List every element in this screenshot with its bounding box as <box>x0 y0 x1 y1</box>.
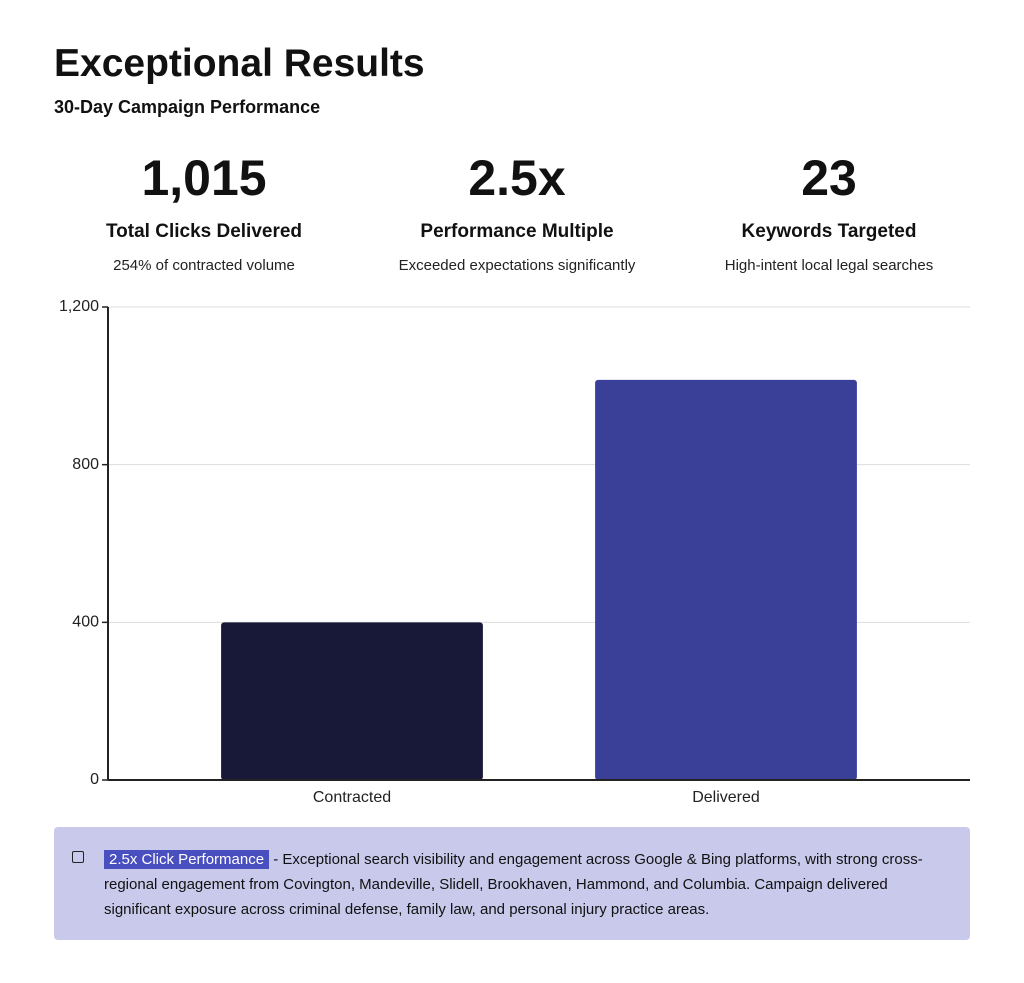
stat-label: Performance Multiple <box>420 221 614 242</box>
note-icon <box>72 851 84 863</box>
stat: 1,015 Total Clicks Delivered 254% of contr… <box>44 145 364 274</box>
stat-label: Keywords Targeted <box>741 221 917 242</box>
note: 2.5x Click Performance - Exceptional sea… <box>54 827 970 940</box>
x-tick-label: Contracted <box>313 789 391 806</box>
y-tick-label: 800 <box>72 456 99 473</box>
bar <box>595 379 857 780</box>
y-tick-label: 0 <box>90 771 99 788</box>
stat-detail: 254% of contracted volume <box>113 257 295 274</box>
bar <box>221 622 483 780</box>
x-tick-label: Delivered <box>692 789 760 806</box>
stat-detail: Exceeded expectations significantly <box>398 257 636 274</box>
stat-label: Total Clicks Delivered <box>105 221 303 242</box>
title: Exceptional Results <box>54 42 425 85</box>
stat-detail: High-intent local legal searches <box>724 257 934 274</box>
y-tick-label: 400 <box>72 614 99 631</box>
stat-value: 2.5x <box>468 150 566 206</box>
y-tick-label: 1,200 <box>59 298 99 315</box>
note-text: - Exceptional search visibility and enga… <box>104 851 923 918</box>
stat: 23 Keywords Targeted High-intent local leg… <box>669 145 989 274</box>
note-highlight: 2.5x Click Performance <box>104 850 270 869</box>
stat-value: 1,015 <box>141 150 267 206</box>
stat-value: 23 <box>801 150 857 206</box>
stat: 2.5x Performance Multiple Exceeded expecta… <box>357 145 677 274</box>
subtitle: 30-Day Campaign Performance <box>54 97 321 117</box>
